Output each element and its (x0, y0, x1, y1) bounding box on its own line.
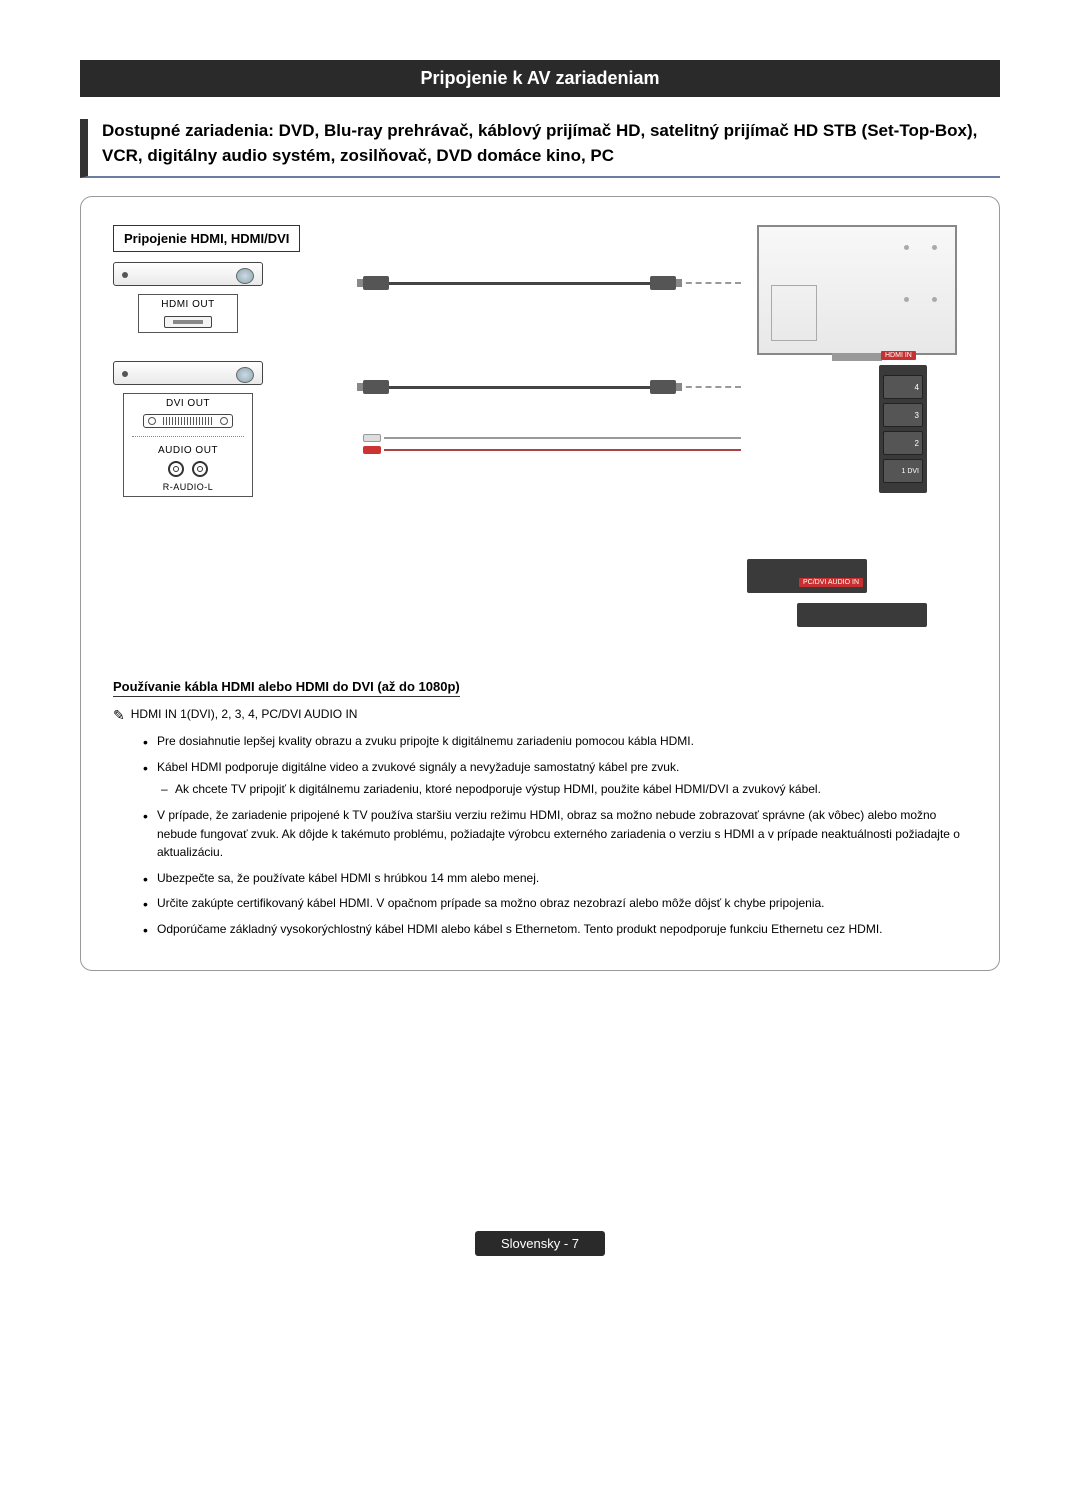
pcdvi-audio-badge: PC/DVI AUDIO IN (799, 578, 863, 587)
dvi-out-label: DVI OUT (132, 398, 244, 409)
ports-note-text: HDMI IN 1(DVI), 2, 3, 4, PC/DVI AUDIO IN (131, 707, 358, 721)
page-footer: Slovensky - 7 (80, 1231, 1000, 1256)
note-subitem: Ak chcete TV pripojiť k digitálnemu zari… (161, 780, 967, 799)
notes-list: Pre dosiahnutie lepšej kvality obrazu a … (143, 732, 967, 938)
connection-diagram: Pripojenie HDMI, HDMI/DVI HDMI OUT DVI O… (80, 196, 1000, 970)
connection-label: Pripojenie HDMI, HDMI/DVI (113, 225, 300, 252)
ports-note: ✎ HDMI IN 1(DVI), 2, 3, 4, PC/DVI AUDIO … (113, 707, 967, 724)
source-device-dvi: DVI OUT AUDIO OUT R-AUDIO-L (113, 361, 373, 497)
audio-out-label: AUDIO OUT (132, 445, 244, 456)
tv-back: HDMI IN 4 3 2 1 DVI PC/DVI AUDIO IN (737, 225, 967, 645)
hdmi-out-label: HDMI OUT (147, 299, 229, 310)
note-icon: ✎ (113, 707, 125, 724)
note-item: Odporúčame základný vysokorýchlostný káb… (143, 920, 967, 939)
source-device-hdmi: HDMI OUT (113, 262, 373, 333)
note-item: Pre dosiahnutie lepšej kvality obrazu a … (143, 732, 967, 751)
note-item: Určite zakúpte certifikovaný kábel HDMI.… (143, 894, 967, 913)
note-item: Kábel HDMI podporuje digitálne video a z… (143, 758, 967, 799)
hdmi-port-4: 4 (883, 375, 923, 399)
hdmi-port-1-dvi: 1 DVI (883, 459, 923, 483)
section-header: Dostupné zariadenia: DVD, Blu-ray prehrá… (80, 119, 1000, 178)
page-number: Slovensky - 7 (475, 1231, 605, 1256)
hdmi-in-badge: HDMI IN (881, 351, 916, 360)
hdmi-port-3: 3 (883, 403, 923, 427)
cable-area (373, 225, 737, 455)
usage-subtitle: Používanie kábla HDMI alebo HDMI do DVI … (113, 679, 460, 697)
page-title: Pripojenie k AV zariadeniam (80, 60, 1000, 97)
r-audio-l-label: R-AUDIO-L (132, 482, 244, 492)
note-item: Ubezpečte sa, že používate kábel HDMI s … (143, 869, 967, 888)
note-item: V prípade, že zariadenie pripojené k TV … (143, 806, 967, 862)
hdmi-port-2: 2 (883, 431, 923, 455)
